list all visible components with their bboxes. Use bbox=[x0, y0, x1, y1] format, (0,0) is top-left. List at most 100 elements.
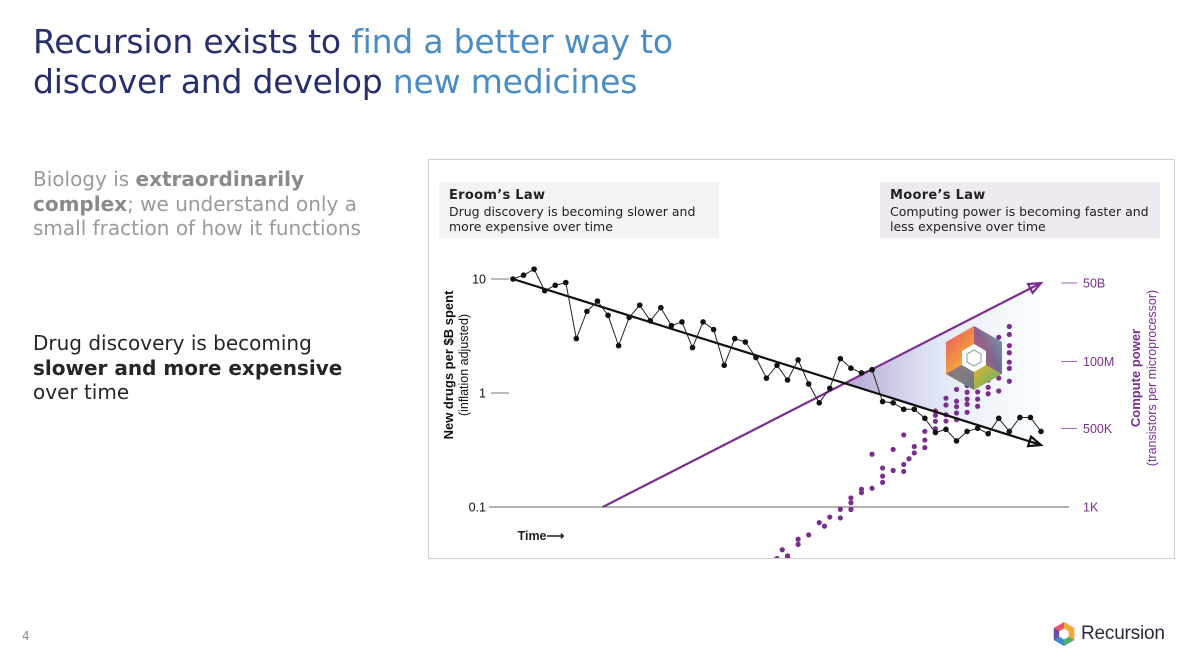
crossover-gradient-area bbox=[844, 283, 1041, 445]
eroom-data-point bbox=[710, 326, 717, 333]
biology-complexity-text: Biology is extraordinarily complex; we u… bbox=[33, 167, 363, 241]
left-tick-label: 10 bbox=[472, 273, 486, 287]
moore-data-point bbox=[1006, 323, 1012, 330]
moore-data-point bbox=[848, 500, 854, 506]
moore-data-point bbox=[985, 391, 991, 397]
left-tick-label: 1 bbox=[479, 387, 486, 401]
eroom-data-point bbox=[995, 415, 1002, 422]
eroom-data-point bbox=[573, 335, 580, 342]
eroom-law-text: Drug discovery is becoming slower and mo… bbox=[449, 203, 696, 235]
moore-data-point bbox=[890, 467, 896, 474]
moore-data-point bbox=[922, 445, 928, 451]
right-tick-label: 100M bbox=[1083, 355, 1114, 369]
eroom-data-point bbox=[816, 400, 823, 406]
moore-data-point bbox=[848, 506, 854, 513]
eroom-data-point bbox=[552, 282, 559, 289]
moore-data-point bbox=[880, 479, 886, 486]
moore-arrow-head bbox=[1026, 281, 1044, 295]
eroom-data-point bbox=[520, 272, 527, 278]
moore-data-point bbox=[996, 388, 1002, 394]
recursion-logo-icon bbox=[1053, 622, 1075, 646]
para1-text-2: ; we understand only a small fraction of… bbox=[33, 191, 361, 241]
eroom-data-point bbox=[837, 355, 844, 362]
moore-data-point bbox=[821, 523, 828, 529]
moore-data-point bbox=[880, 465, 886, 471]
moore-data-point bbox=[932, 418, 938, 424]
moore-law-annotation: Moore’s Law Computing power is becoming … bbox=[880, 182, 1160, 238]
eroom-data-point bbox=[742, 339, 749, 345]
para1-text-1: Biology is bbox=[33, 167, 136, 191]
moore-data-point bbox=[848, 495, 854, 501]
para1-bold: extraordinarily complex bbox=[33, 167, 305, 216]
moore-data-point bbox=[906, 456, 912, 462]
x-axis-arrow: ⟶ bbox=[547, 529, 566, 543]
moore-data-point bbox=[837, 506, 843, 512]
moore-data-point bbox=[880, 473, 886, 479]
moore-data-point bbox=[932, 412, 938, 418]
x-axis-label: Time⟶ bbox=[518, 529, 566, 543]
eroom-data-point bbox=[563, 279, 569, 286]
moore-data-point bbox=[943, 418, 949, 424]
page-number: 4 bbox=[22, 629, 30, 643]
eroom-data-point bbox=[827, 385, 833, 392]
eroom-data-point bbox=[721, 362, 727, 369]
eroom-data-point bbox=[1027, 414, 1034, 421]
moore-data-point bbox=[869, 485, 875, 491]
moore-data-point bbox=[858, 486, 865, 492]
moore-data-point bbox=[922, 428, 928, 434]
eroom-data-point bbox=[922, 415, 928, 422]
eroom-data-point bbox=[784, 377, 791, 383]
eroom-data-point bbox=[953, 438, 960, 444]
moore-data-point bbox=[1006, 331, 1012, 338]
eroom-data-point bbox=[647, 317, 654, 324]
moore-data-point bbox=[901, 432, 907, 438]
moore-data-point bbox=[837, 515, 843, 521]
moore-trend-arrow bbox=[602, 282, 1042, 508]
moore-data-point bbox=[953, 386, 960, 393]
moore-data-point bbox=[806, 532, 812, 538]
left-axis-sublabel: (inflation adjusted) bbox=[457, 314, 471, 416]
moore-data-point bbox=[1006, 359, 1012, 365]
eroom-data-point bbox=[964, 428, 970, 435]
eroom-data-point bbox=[985, 430, 991, 437]
right-tick-label: 500K bbox=[1083, 422, 1113, 436]
eroom-data-point bbox=[594, 298, 601, 304]
eroom-data-point bbox=[636, 302, 643, 308]
moore-data-point bbox=[964, 401, 970, 407]
right-tick-label: 1K bbox=[1083, 501, 1099, 515]
brand-name: Recursion bbox=[1081, 623, 1165, 644]
moore-data-point bbox=[953, 410, 960, 416]
eroom-data-point bbox=[658, 304, 664, 311]
eroom-law-heading: Eroom’s Law bbox=[449, 188, 546, 203]
para2-bold: slower and more expensive bbox=[33, 355, 343, 380]
moore-data-point bbox=[964, 409, 970, 415]
eroom-data-point bbox=[584, 308, 590, 315]
moore-data-point bbox=[953, 398, 960, 404]
moore-data-point bbox=[1006, 365, 1012, 372]
moore-data-point bbox=[996, 334, 1002, 340]
eroom-data-point bbox=[753, 354, 759, 361]
right-tick-label: 50B bbox=[1083, 277, 1105, 291]
moore-data-point bbox=[943, 402, 949, 408]
eroom-data-point bbox=[541, 287, 548, 294]
moore-data-point bbox=[795, 536, 801, 542]
moore-data-point bbox=[975, 396, 981, 402]
moore-data-point bbox=[827, 514, 833, 520]
eroom-data-point bbox=[805, 381, 812, 387]
eroom-data-point bbox=[1038, 428, 1044, 435]
moore-data-point bbox=[869, 451, 875, 457]
para2-text-2: over time bbox=[33, 380, 130, 404]
moore-data-point bbox=[985, 384, 991, 390]
eroom-data-point bbox=[689, 344, 696, 351]
moore-data-point bbox=[1006, 350, 1012, 356]
moore-data-point bbox=[1006, 343, 1012, 349]
eroom-data-point bbox=[510, 276, 516, 282]
eroom-data-point bbox=[900, 406, 907, 413]
para2-text-1: Drug discovery is becoming bbox=[33, 331, 312, 355]
moore-data-point bbox=[816, 520, 822, 526]
left-axis-label: New drugs per $B spent bbox=[441, 290, 456, 439]
eroom-data-point bbox=[795, 357, 801, 363]
moore-data-point bbox=[774, 555, 780, 558]
eroom-data-point bbox=[615, 342, 622, 349]
chart-canvas: 10 1 0.1 50B 100M 500K 1K Time⟶ New drugs per… bbox=[441, 266, 1159, 558]
